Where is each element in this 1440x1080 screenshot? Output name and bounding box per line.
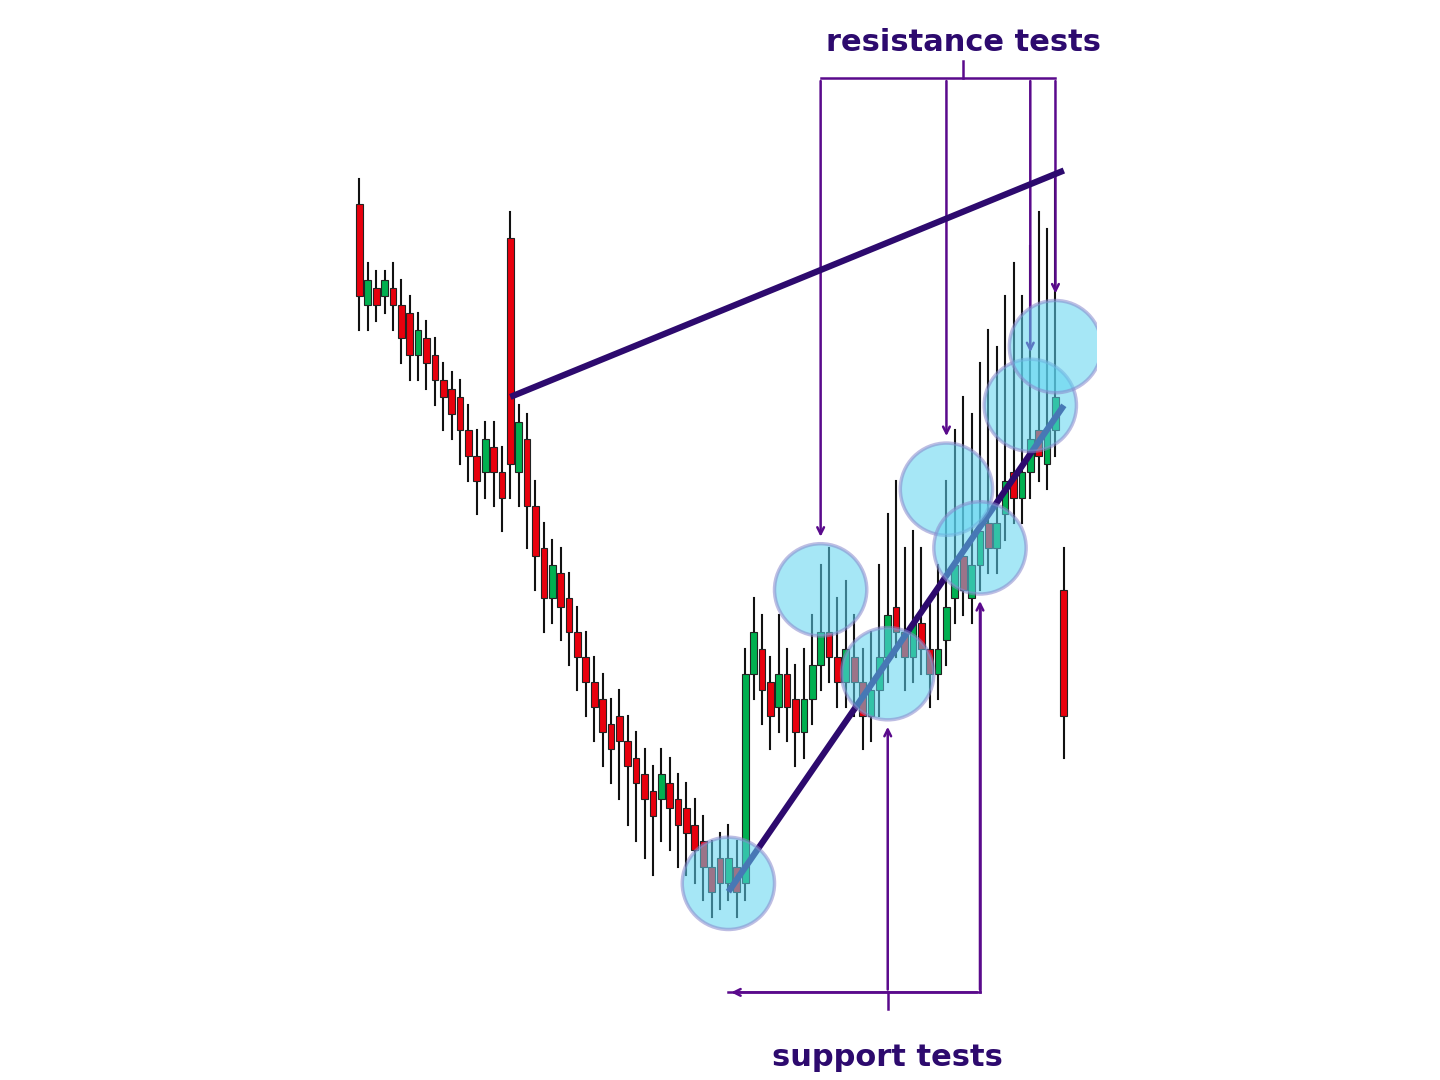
Bar <box>641 774 648 799</box>
Bar <box>415 329 422 355</box>
Bar <box>851 657 858 683</box>
Bar <box>423 338 429 363</box>
Bar <box>498 472 505 498</box>
Bar <box>994 523 1001 548</box>
Bar <box>750 632 757 674</box>
Bar <box>917 623 924 649</box>
Bar <box>968 565 975 598</box>
Bar <box>632 757 639 783</box>
Bar <box>465 431 472 456</box>
Bar <box>667 783 672 808</box>
Circle shape <box>900 443 992 536</box>
Bar <box>868 690 874 716</box>
Text: resistance tests: resistance tests <box>825 28 1100 57</box>
Bar <box>768 683 773 716</box>
Bar <box>364 280 372 305</box>
Bar <box>801 699 808 732</box>
Bar <box>356 204 363 296</box>
Bar <box>960 556 966 590</box>
Bar <box>860 683 865 716</box>
Bar <box>456 397 464 431</box>
Bar <box>439 380 446 397</box>
Bar <box>507 238 514 464</box>
Bar <box>566 598 572 632</box>
Circle shape <box>984 360 1077 451</box>
Bar <box>952 565 958 598</box>
Bar <box>1027 438 1034 472</box>
Bar <box>935 649 942 674</box>
Bar <box>809 665 815 699</box>
Bar <box>373 288 380 305</box>
Bar <box>775 674 782 707</box>
Bar <box>474 456 480 481</box>
Bar <box>658 774 665 799</box>
Bar <box>390 288 396 305</box>
Bar <box>649 792 657 816</box>
Bar <box>691 825 698 850</box>
Bar <box>516 422 523 472</box>
Bar <box>490 447 497 472</box>
Circle shape <box>775 543 867 636</box>
Bar <box>590 683 598 707</box>
Bar <box>675 799 681 825</box>
Bar <box>1060 590 1067 716</box>
Bar <box>708 866 716 892</box>
Bar <box>842 649 850 683</box>
Bar <box>825 632 832 657</box>
Bar <box>792 699 799 732</box>
Bar <box>549 565 556 598</box>
Bar <box>616 716 622 741</box>
Bar <box>599 699 606 732</box>
Bar <box>683 808 690 833</box>
Bar <box>783 674 791 707</box>
Bar <box>733 866 740 892</box>
Bar <box>834 657 841 683</box>
Bar <box>893 607 900 632</box>
Bar <box>540 548 547 598</box>
Bar <box>432 355 438 380</box>
Bar <box>1018 472 1025 498</box>
Circle shape <box>1009 300 1102 393</box>
Bar <box>582 657 589 683</box>
Bar <box>533 505 539 556</box>
Bar <box>448 389 455 414</box>
Bar <box>876 657 883 690</box>
Bar <box>717 859 723 883</box>
Bar <box>759 649 765 690</box>
Bar <box>724 859 732 883</box>
Bar <box>926 649 933 674</box>
Bar <box>818 632 824 665</box>
Bar <box>406 313 413 355</box>
Bar <box>1035 431 1043 456</box>
Bar <box>1002 481 1008 514</box>
Bar <box>884 615 891 657</box>
Circle shape <box>683 837 775 930</box>
Bar <box>976 531 984 565</box>
Bar <box>985 523 992 548</box>
Bar <box>901 632 907 657</box>
Circle shape <box>935 502 1027 594</box>
Bar <box>397 305 405 338</box>
Bar <box>910 623 916 657</box>
Bar <box>742 674 749 883</box>
Bar <box>524 438 530 505</box>
Bar <box>1011 472 1017 498</box>
Circle shape <box>841 627 935 720</box>
Bar <box>1044 431 1050 464</box>
Bar <box>482 438 488 472</box>
Bar <box>700 841 707 866</box>
Bar <box>557 573 564 607</box>
Text: support tests: support tests <box>772 1042 1004 1071</box>
Bar <box>625 741 631 766</box>
Bar <box>608 724 615 750</box>
Bar <box>1053 397 1058 431</box>
Bar <box>575 632 580 657</box>
Bar <box>943 607 950 640</box>
Bar <box>382 280 387 296</box>
